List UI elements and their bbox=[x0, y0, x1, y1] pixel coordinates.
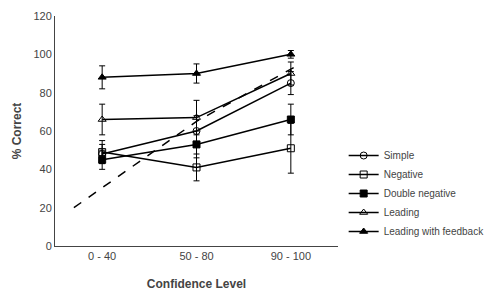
svg-text:80: 80 bbox=[40, 87, 52, 99]
svg-text:40: 40 bbox=[40, 163, 52, 175]
svg-text:% Correct: % Correct bbox=[10, 103, 24, 160]
svg-text:100: 100 bbox=[33, 48, 51, 60]
svg-text:Leading: Leading bbox=[384, 207, 420, 218]
svg-text:Double negative: Double negative bbox=[384, 188, 457, 199]
svg-text:Confidence Level: Confidence Level bbox=[147, 277, 246, 291]
svg-text:50 - 80: 50 - 80 bbox=[179, 250, 213, 262]
svg-text:0: 0 bbox=[46, 240, 52, 252]
svg-text:90 - 100: 90 - 100 bbox=[271, 250, 311, 262]
svg-text:20: 20 bbox=[40, 202, 52, 214]
svg-text:0 - 40: 0 - 40 bbox=[88, 250, 116, 262]
svg-text:Simple: Simple bbox=[384, 150, 415, 161]
svg-text:60: 60 bbox=[40, 125, 52, 137]
svg-text:Negative: Negative bbox=[384, 169, 424, 180]
svg-text:Leading with feedback: Leading with feedback bbox=[384, 226, 485, 237]
svg-text:120: 120 bbox=[33, 10, 51, 22]
